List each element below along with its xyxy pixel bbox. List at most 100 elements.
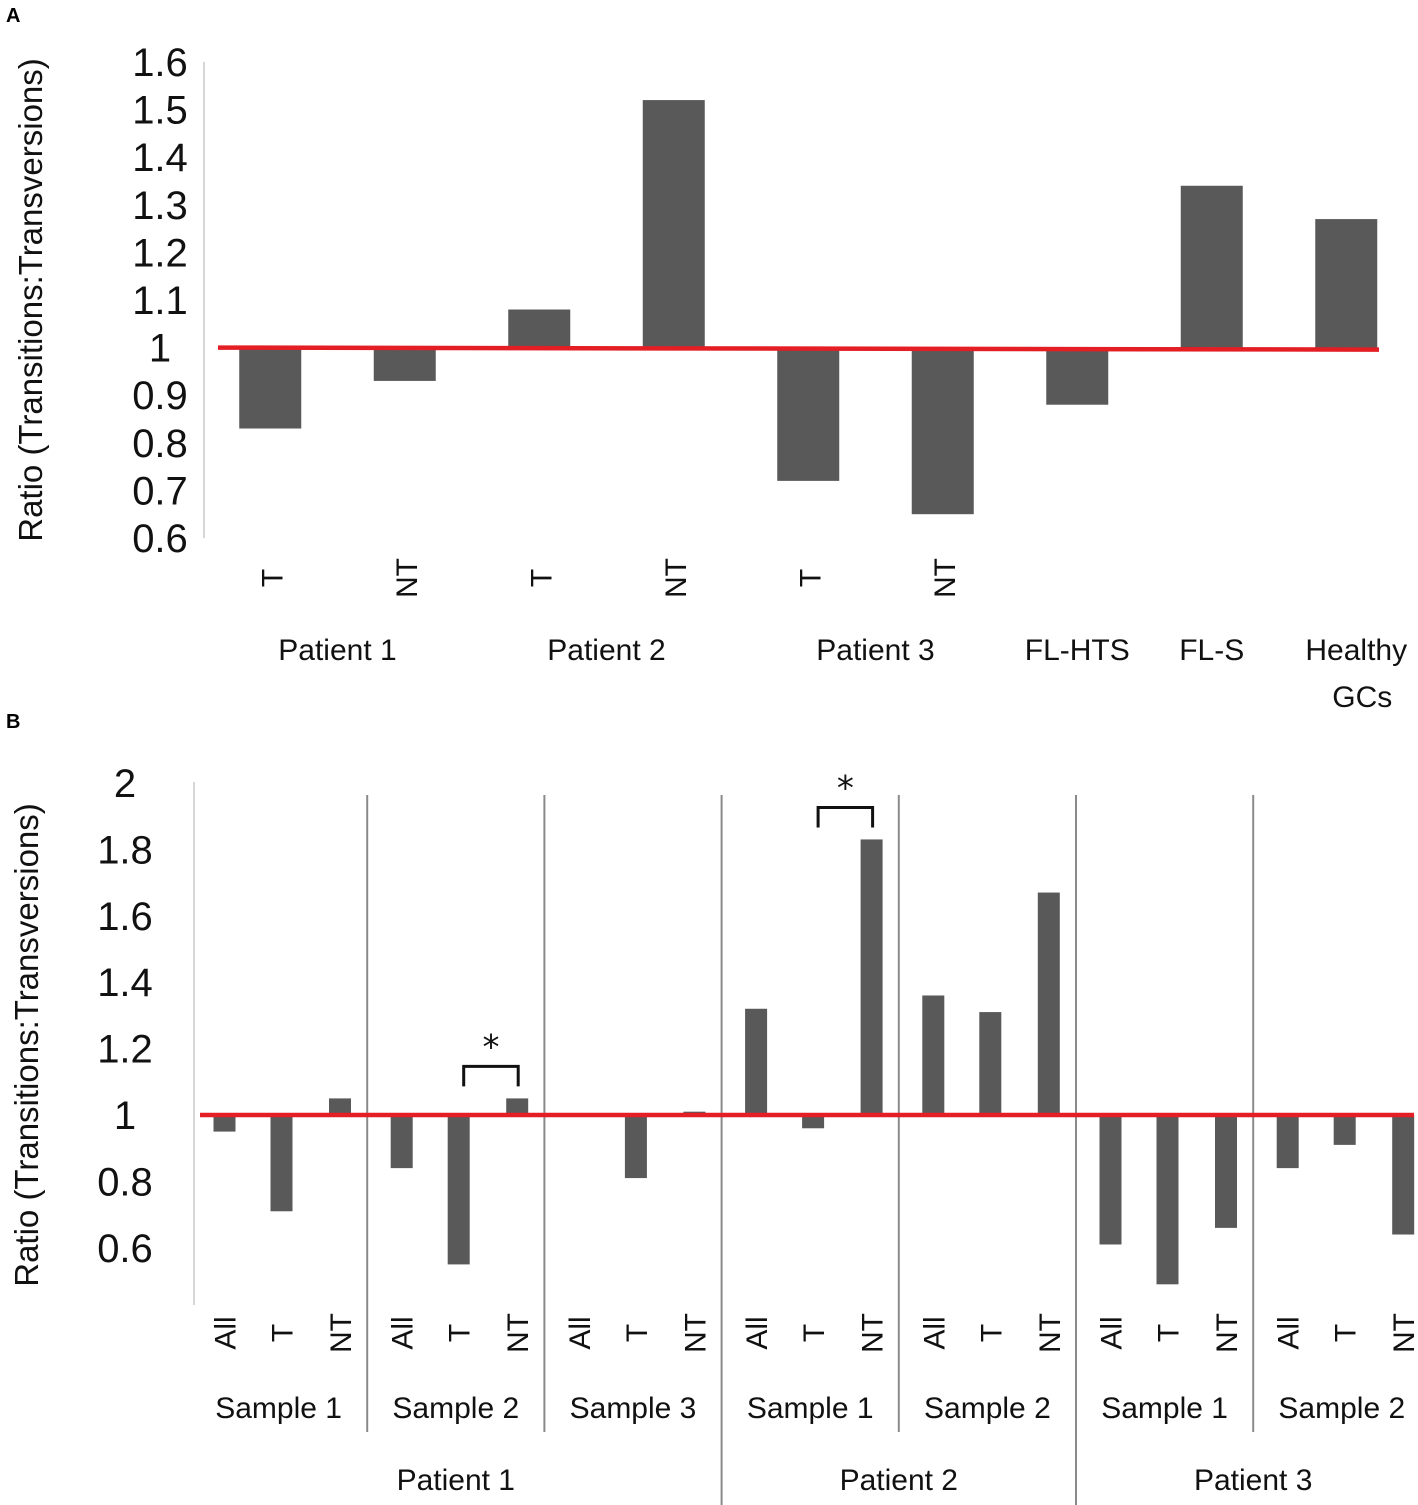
panel-a-y-tick-label: 1.4 xyxy=(132,136,188,180)
panel-a-x-tick-label: T xyxy=(525,569,558,587)
panel-b-sample-label: Sample 2 xyxy=(1278,1392,1405,1425)
panel-a-group-label: FL-HTS xyxy=(1025,634,1130,667)
panel-a-group-label: Patient 2 xyxy=(547,634,665,667)
panel-b-bar xyxy=(1333,1115,1356,1145)
panel-b-x-tick-label: NT xyxy=(325,1313,358,1353)
panel-b-patient-label: Patient 3 xyxy=(1194,1464,1312,1497)
panel-b-y-tick-label: 0.6 xyxy=(97,1227,153,1271)
panel-b-y-tick-label: 0.8 xyxy=(97,1160,153,1204)
panel-a-bar xyxy=(239,347,302,429)
panel-b-significance-bracket xyxy=(816,805,875,828)
panel-a-x-tick-label: NT xyxy=(391,558,424,598)
panel-b-patient-label: Patient 1 xyxy=(397,1464,515,1497)
panel-b-bar xyxy=(1037,892,1060,1115)
panel-b-x-tick-label: T xyxy=(1330,1324,1363,1342)
panel-b-sample-label: Sample 3 xyxy=(570,1392,697,1425)
panel-b-x-tick-label: T xyxy=(267,1324,300,1342)
panel-a-y-tick-label: 1.3 xyxy=(132,184,188,228)
panel-a-y-tick-label: 0.6 xyxy=(132,517,188,561)
panel-b-x-tick-label: T xyxy=(1153,1324,1186,1342)
panel-a-y-tick-label: 1.5 xyxy=(132,89,188,133)
panel-b-bar xyxy=(1156,1115,1179,1285)
panel-b-x-tick-label: T xyxy=(621,1324,654,1342)
panel-b-x-tick-label: NT xyxy=(857,1313,890,1353)
panel-b-y-tick-label: 1 xyxy=(114,1094,136,1138)
panel-a-bar xyxy=(1046,347,1109,405)
panel-a-x-tick-label: T xyxy=(256,569,289,587)
panel-b-significance-star: * xyxy=(482,1027,499,1067)
panel-a-group-label-line2: GCs xyxy=(1332,681,1392,714)
panel-a-group-label: FL-S xyxy=(1179,634,1244,667)
panel-a-y-tick-label: 1.6 xyxy=(132,41,188,85)
panel-b-significance-star: * xyxy=(837,768,854,808)
panel-b-x-tick-label: All xyxy=(387,1316,420,1349)
panel-a-group-label: Healthy xyxy=(1305,634,1407,667)
panel-b-x-tick-label: NT xyxy=(1034,1313,1067,1353)
panel-b-bar xyxy=(390,1115,413,1169)
panel-a-bar xyxy=(508,309,571,348)
panel-b-sample-label: Sample 1 xyxy=(215,1392,342,1425)
panel-b-x-tick-label: T xyxy=(444,1324,477,1342)
panel-a-group-label: Patient 3 xyxy=(816,634,934,667)
panel-b-bar xyxy=(1099,1115,1122,1245)
panel-a-y-axis-label: Ratio (Transitions:Transversions) xyxy=(12,58,49,542)
panel-b-sample-label: Sample 2 xyxy=(924,1392,1051,1425)
panel-b-x-tick-label: All xyxy=(1273,1316,1306,1349)
panel-b-y-tick-label: 1.2 xyxy=(97,1028,153,1072)
panel-b-bar xyxy=(506,1098,529,1115)
panel-b-y-axis-label: Ratio (Transitions:Transversions) xyxy=(8,803,45,1287)
panel-b-x-tick-label: T xyxy=(798,1324,831,1342)
panel-b-sample-label: Sample 1 xyxy=(1101,1392,1228,1425)
panel-a-y-tick-label: 1.2 xyxy=(132,231,188,275)
panel-b-bar xyxy=(922,995,945,1115)
panel-b-y-tick-label: 1.4 xyxy=(97,961,153,1005)
panel-b-x-tick-label: NT xyxy=(1388,1313,1418,1353)
panel-b-bar xyxy=(270,1115,293,1212)
panel-b-bar xyxy=(1215,1115,1237,1228)
panel-b-sample-label: Sample 2 xyxy=(392,1392,519,1425)
panel-a-x-tick-label: T xyxy=(794,569,827,587)
panel-a-bar xyxy=(777,347,840,481)
panel-b-x-tick-label: NT xyxy=(502,1313,535,1353)
panel-b-y-tick-label: 1.8 xyxy=(97,828,153,872)
panel-a-group-label: Patient 1 xyxy=(278,634,396,667)
panel-b-bar xyxy=(329,1098,351,1115)
panel-a-bar xyxy=(1180,185,1243,348)
panel-a-y-tick-label: 1 xyxy=(149,327,171,371)
panel-a-label: A xyxy=(6,5,20,27)
panel-a-bar xyxy=(642,100,705,348)
panel-b-x-tick-label: NT xyxy=(1211,1313,1244,1353)
panel-a-x-tick-label: NT xyxy=(660,558,693,598)
panel-b-bar xyxy=(213,1115,236,1132)
panel-b-label: B xyxy=(6,711,20,733)
panel-b-x-tick-label: All xyxy=(1096,1316,1129,1349)
panel-b-y-tick-label: 2 xyxy=(114,762,136,806)
panel-b-patient-label: Patient 2 xyxy=(840,1464,958,1497)
panel-b-y-tick-label: 1.6 xyxy=(97,895,153,939)
panel-b-sample-label: Sample 1 xyxy=(747,1392,874,1425)
panel-a-x-tick-label: NT xyxy=(929,558,962,598)
panel-a-y-tick-label: 0.8 xyxy=(132,422,188,466)
panel-b-x-tick-label: All xyxy=(210,1316,243,1349)
panel-a-bar xyxy=(911,347,974,515)
panel-b-x-tick-label: NT xyxy=(679,1313,712,1353)
panel-a-baseline xyxy=(217,345,1380,352)
panel-b-significance-bracket xyxy=(462,1064,520,1087)
panel-b-x-tick-label: All xyxy=(741,1316,774,1349)
panel-b-bar xyxy=(447,1115,470,1265)
panel-b-x-tick-label: All xyxy=(564,1316,597,1349)
panel-b-x-tick-label: All xyxy=(918,1316,951,1349)
panel-b-bar xyxy=(745,1008,768,1115)
panel-a-y-tick-label: 1.1 xyxy=(132,279,188,323)
panel-b-bar xyxy=(1392,1115,1415,1235)
panel-b: B Ratio (Transitions:Transversions) 0.6 0… xyxy=(6,711,1418,1505)
panel-a-bar xyxy=(1315,219,1378,348)
panel-b-bar xyxy=(624,1115,647,1179)
panel-b-bar xyxy=(979,1012,1002,1115)
panel-b-bar xyxy=(802,1115,825,1129)
panel-a: A Ratio (Transitions:Transversions) 0.6 0… xyxy=(6,5,1407,714)
panel-b-bar xyxy=(860,839,883,1115)
panel-b-x-tick-label: T xyxy=(975,1324,1008,1342)
panel-a-bar xyxy=(373,347,436,381)
